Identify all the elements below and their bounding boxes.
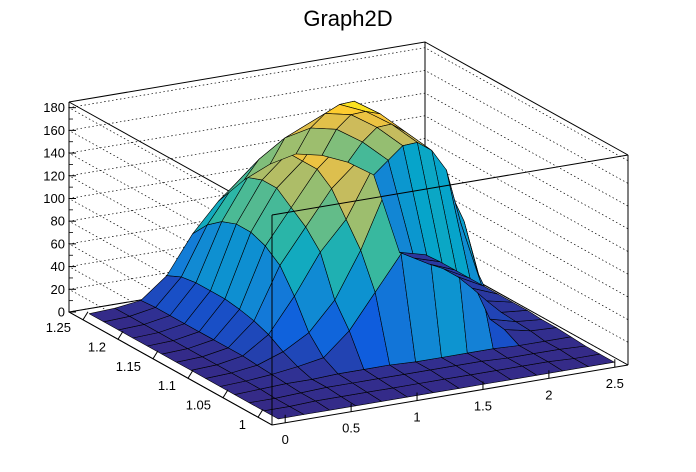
x-tick-label: 1 bbox=[413, 410, 420, 425]
x-axis-line bbox=[271, 364, 629, 426]
chart-title: Graph2D bbox=[303, 6, 393, 31]
y-tick-label: 1.15 bbox=[116, 359, 141, 374]
z-tick-label: 140 bbox=[43, 146, 65, 161]
front-top-edge bbox=[271, 154, 629, 216]
x-tick-label: 0 bbox=[282, 432, 289, 447]
z-gridline bbox=[67, 92, 629, 267]
z-gridline bbox=[67, 138, 629, 312]
y-tick-label: 1.2 bbox=[88, 339, 106, 354]
x-tick-label: 1.5 bbox=[474, 398, 492, 413]
y-tick-label: 1.1 bbox=[158, 378, 176, 393]
z-tick-label: 20 bbox=[51, 282, 65, 297]
y-tick-label: 1.25 bbox=[46, 320, 71, 335]
z-tick-label: 120 bbox=[43, 168, 65, 183]
z-tick-label: 160 bbox=[43, 123, 65, 138]
z-tick-label: 180 bbox=[43, 100, 65, 115]
y-axis-line bbox=[68, 311, 273, 426]
y-tick bbox=[152, 350, 159, 360]
y-tick bbox=[117, 331, 124, 340]
z-tick-label: 40 bbox=[51, 259, 65, 274]
z-gridline bbox=[67, 115, 629, 290]
y-tick-label: 1 bbox=[239, 417, 246, 432]
z-gridline bbox=[67, 47, 629, 222]
z-tick-label: 60 bbox=[51, 236, 65, 251]
x-tick-label: 2 bbox=[545, 387, 552, 402]
y-tick bbox=[82, 311, 89, 321]
z-tick-label: 0 bbox=[58, 305, 65, 320]
y-tick bbox=[187, 369, 194, 379]
z-tick-label: 100 bbox=[43, 191, 65, 206]
surface-cell bbox=[399, 252, 441, 263]
y-tick bbox=[222, 389, 229, 398]
z-gridline bbox=[67, 70, 629, 244]
z-tick-label: 80 bbox=[51, 214, 65, 229]
x-tick-label: 0.5 bbox=[342, 421, 360, 436]
y-tick bbox=[257, 408, 264, 418]
x-tick-label: 2.5 bbox=[606, 376, 624, 391]
y-tick-label: 1.05 bbox=[186, 398, 211, 413]
